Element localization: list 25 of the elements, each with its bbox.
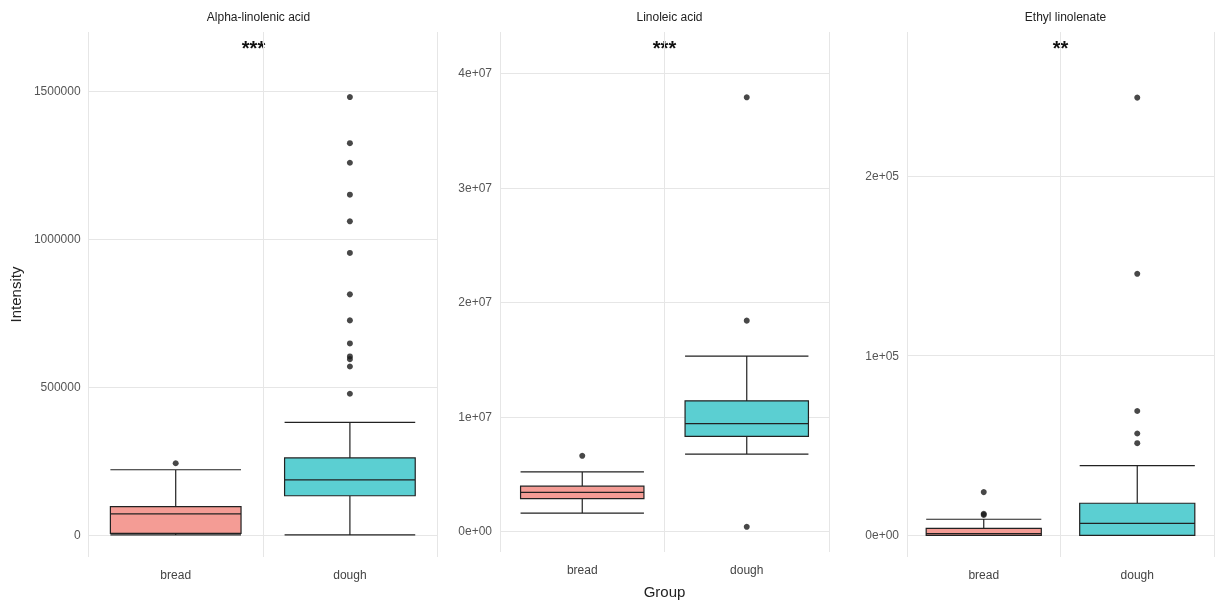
y-tick-label: 500000 bbox=[40, 379, 81, 394]
x-axis-title: Group bbox=[643, 583, 686, 600]
y-tick-label: 1e+07 bbox=[458, 409, 493, 424]
x-tick-label: bread bbox=[566, 563, 598, 577]
x-tick-label: bread bbox=[968, 568, 1000, 582]
y-tick-label: 2e+05 bbox=[865, 168, 900, 183]
chart-title: Ethyl linolenate bbox=[1024, 10, 1107, 24]
x-tick-label: bread bbox=[160, 568, 192, 582]
x-tick-label: dough bbox=[1120, 568, 1154, 582]
y-tick-label: 0 bbox=[73, 527, 81, 542]
x-tick-label: dough bbox=[730, 563, 764, 577]
y-tick-label: 2e+07 bbox=[458, 295, 493, 310]
y-tick-label: 1e+05 bbox=[865, 348, 900, 363]
y-tick-label: 3e+07 bbox=[458, 180, 493, 195]
x-tick-label: dough bbox=[333, 568, 367, 582]
chart-title: Alpha-linolenic acid bbox=[206, 10, 311, 24]
y-tick-label: 4e+07 bbox=[458, 66, 493, 81]
y-tick-label: 1000000 bbox=[33, 232, 81, 247]
annotation: ** bbox=[1052, 37, 1069, 59]
y-tick-label: 0e+00 bbox=[865, 528, 900, 543]
y-tick-label: 1500000 bbox=[33, 84, 81, 99]
y-tick-label: 0e+00 bbox=[458, 524, 493, 539]
annotation: *** bbox=[241, 37, 266, 59]
chart-title: Linoleic acid bbox=[636, 10, 703, 24]
y-axis-title: Intensity bbox=[7, 266, 24, 323]
